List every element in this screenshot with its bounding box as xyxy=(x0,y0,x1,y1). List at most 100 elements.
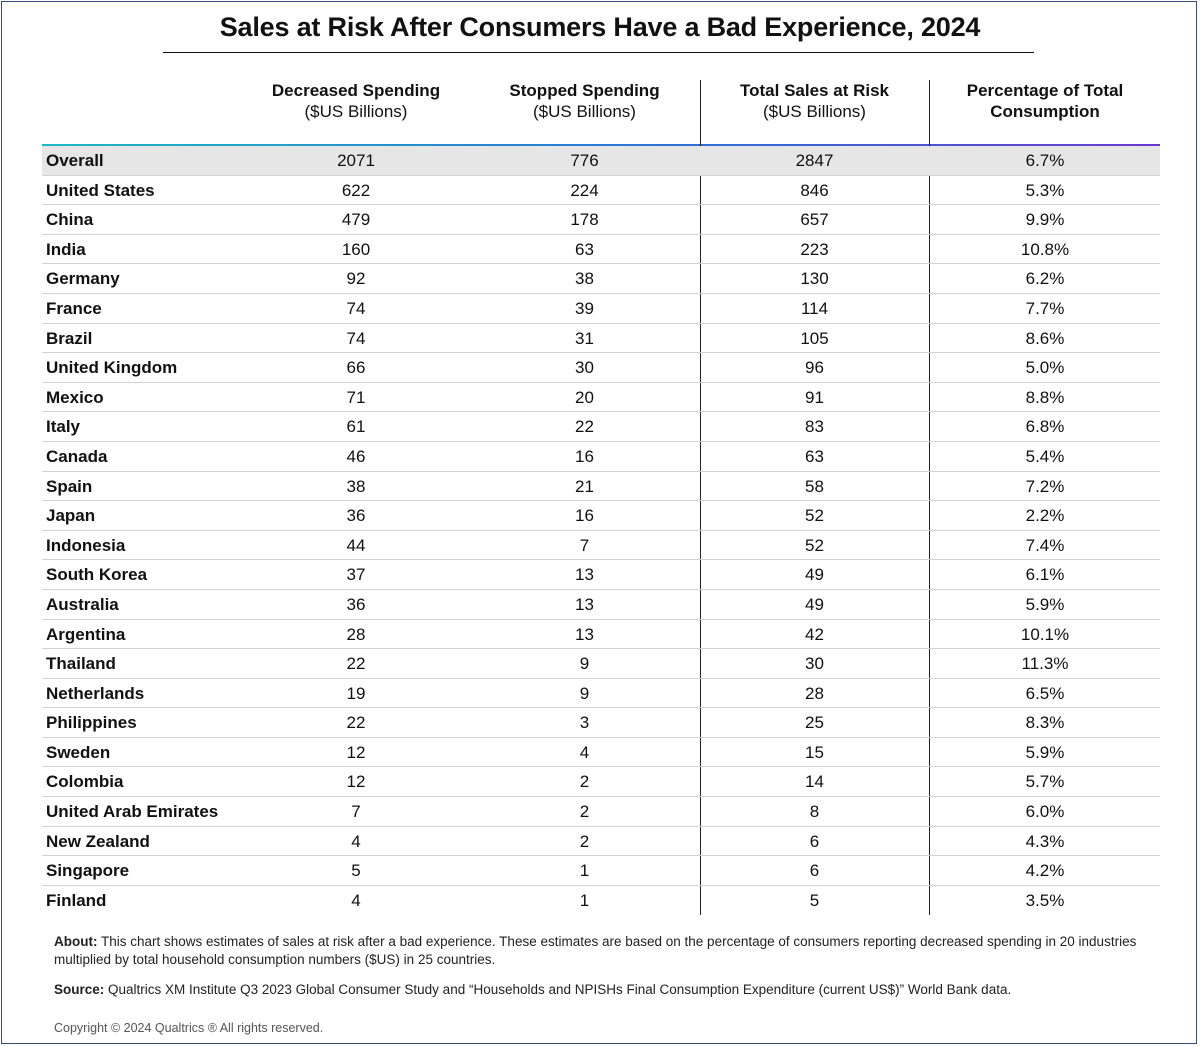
percentage-cell: 2.2% xyxy=(1025,506,1065,526)
stopped-spending-cell: 9 xyxy=(579,683,590,703)
stopped-spending-cell: 20 xyxy=(575,387,594,407)
header-decreased-spending-unit: ($US Billions) xyxy=(304,102,408,121)
percentage-cell: 6.2% xyxy=(1025,269,1065,289)
decreased-spending-cell: 22 xyxy=(346,713,366,733)
total-sales-at-risk-cell: 105 xyxy=(800,328,829,348)
country-cell: Philippines xyxy=(46,713,137,733)
source-text: Qualtrics XM Institute Q3 2023 Global Co… xyxy=(108,982,1012,997)
total-sales-at-risk-cell: 846 xyxy=(800,180,829,200)
percentage-cell: 7.7% xyxy=(1025,298,1065,318)
country-cell: Canada xyxy=(46,446,108,466)
decreased-spending-cell: 5 xyxy=(351,861,361,881)
country-cell: United Arab Emirates xyxy=(46,802,219,822)
country-cell: New Zealand xyxy=(46,831,150,851)
decreased-spending-cell: 92 xyxy=(346,269,366,289)
decreased-spending-cell: 61 xyxy=(346,417,366,437)
stopped-spending-cell: 22 xyxy=(575,417,594,437)
country-cell: Indonesia xyxy=(46,535,126,555)
stopped-spending-cell: 21 xyxy=(575,476,594,496)
decreased-spending-cell: 37 xyxy=(346,565,366,585)
percentage-cell: 5.3% xyxy=(1025,180,1065,200)
country-cell: Colombia xyxy=(46,772,124,792)
total-sales-at-risk-cell: 657 xyxy=(800,210,829,230)
country-cell: Australia xyxy=(46,594,119,614)
table-row: Indonesia 44 7 52 7.4% xyxy=(42,531,1160,561)
stopped-spending-cell: 1 xyxy=(579,890,590,910)
country-cell: Germany xyxy=(46,269,120,289)
total-sales-at-risk-cell: 52 xyxy=(805,535,824,555)
country-cell: Italy xyxy=(46,417,81,437)
table-row: Germany 92 38 130 6.2% xyxy=(42,264,1160,294)
copyright-text: Copyright © 2024 Qualtrics ® All rights … xyxy=(54,1021,324,1035)
percentage-cell: 9.9% xyxy=(1025,210,1065,230)
header-percentage-of-total: Percentage of Total Consumption xyxy=(930,80,1160,122)
percentage-cell: 11.3% xyxy=(1021,654,1069,674)
table-row: United Arab Emirates 7 2 8 6.0% xyxy=(42,797,1160,827)
country-cell: United Kingdom xyxy=(46,358,178,378)
percentage-cell: 8.6% xyxy=(1025,328,1065,348)
total-sales-at-risk-cell: 130 xyxy=(800,269,829,289)
percentage-cell: 3.5% xyxy=(1025,890,1065,910)
country-cell: South Korea xyxy=(46,565,148,585)
decreased-spending-cell: 622 xyxy=(341,180,371,200)
country-cell: Mexico xyxy=(46,387,104,407)
data-table: Decreased Spending ($US Billions) Stoppe… xyxy=(42,80,1160,915)
total-sales-at-risk-cell: 5 xyxy=(809,890,820,910)
table-row: Brazil 74 31 105 8.6% xyxy=(42,324,1160,354)
decreased-spending-cell: 74 xyxy=(346,328,366,348)
table-row-overall: Overall 2071 776 2847 6.7% xyxy=(42,146,1160,176)
header-total-sales-at-risk-title: Total Sales at Risk xyxy=(740,81,889,100)
stopped-spending-cell: 4 xyxy=(579,742,590,762)
title-underline xyxy=(163,52,1034,53)
total-sales-at-risk-cell: 28 xyxy=(805,683,824,703)
total-sales-at-risk-cell: 91 xyxy=(805,387,824,407)
header-decreased-spending: Decreased Spending ($US Billions) xyxy=(242,80,470,122)
decreased-spending-cell: 44 xyxy=(346,535,366,555)
stopped-spending-cell: 1 xyxy=(579,861,590,881)
decreased-spending-cell: 2071 xyxy=(337,151,375,170)
percentage-cell: 4.3% xyxy=(1025,831,1065,851)
country-cell: Japan xyxy=(46,506,96,526)
country-cell: Brazil xyxy=(46,328,93,348)
about-text: This chart shows estimates of sales at r… xyxy=(54,934,1137,967)
decreased-spending-cell: 74 xyxy=(346,298,366,318)
percentage-cell: 7.2% xyxy=(1025,476,1065,496)
total-sales-at-risk-cell: 83 xyxy=(805,417,824,437)
percentage-cell: 8.3% xyxy=(1025,713,1065,733)
table-row: Japan 36 16 52 2.2% xyxy=(42,501,1160,531)
table-row: Finland 4 1 5 3.5% xyxy=(42,886,1160,916)
total-sales-at-risk-cell: 8 xyxy=(809,802,820,822)
decreased-spending-cell: 4 xyxy=(351,890,361,910)
stopped-spending-cell: 224 xyxy=(570,180,599,200)
percentage-cell: 6.1% xyxy=(1025,565,1065,585)
decreased-spending-cell: 71 xyxy=(346,387,366,407)
country-cell: Sweden xyxy=(46,742,111,762)
total-sales-at-risk-cell: 96 xyxy=(805,358,824,378)
table-row: China 479 178 657 9.9% xyxy=(42,205,1160,235)
percentage-cell: 5.9% xyxy=(1025,742,1065,762)
total-sales-at-risk-cell: 6 xyxy=(809,831,820,851)
stopped-spending-cell: 2 xyxy=(579,772,590,792)
stopped-spending-cell: 13 xyxy=(575,594,594,614)
stopped-spending-cell: 16 xyxy=(575,506,594,526)
table-body: Overall 2071 776 2847 6.7% United States 622 22… xyxy=(42,146,1160,915)
percentage-cell: 5.7% xyxy=(1025,772,1065,792)
header-stopped-spending-title: Stopped Spending xyxy=(509,81,660,100)
decreased-spending-cell: 19 xyxy=(346,683,366,703)
source-label: Source: xyxy=(54,982,105,997)
table-row: India 160 63 223 10.8% xyxy=(42,235,1160,265)
stopped-spending-cell: 63 xyxy=(575,239,594,259)
stopped-spending-cell: 31 xyxy=(575,328,594,348)
decreased-spending-cell: 12 xyxy=(346,742,366,762)
total-sales-at-risk-cell: 49 xyxy=(805,565,824,585)
table-row: Colombia 12 2 14 5.7% xyxy=(42,767,1160,798)
decreased-spending-cell: 28 xyxy=(346,624,366,644)
decreased-spending-cell: 38 xyxy=(346,476,366,496)
stopped-spending-cell: 9 xyxy=(579,654,590,674)
total-sales-at-risk-cell: 42 xyxy=(805,624,824,644)
country-cell: Spain xyxy=(46,476,93,496)
decreased-spending-cell: 66 xyxy=(346,358,366,378)
table-row: United States 622 224 846 5.3% xyxy=(42,176,1160,206)
stopped-spending-cell: 776 xyxy=(570,151,599,170)
